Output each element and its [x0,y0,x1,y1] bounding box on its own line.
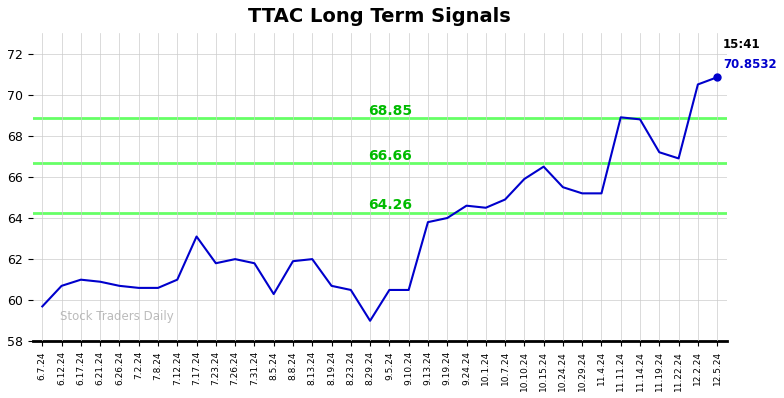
Text: 64.26: 64.26 [368,198,412,212]
Text: 68.85: 68.85 [368,103,412,118]
Text: 66.66: 66.66 [368,149,412,163]
Text: 15:41: 15:41 [723,39,760,51]
Text: Stock Traders Daily: Stock Traders Daily [60,310,174,323]
Title: TTAC Long Term Signals: TTAC Long Term Signals [249,7,511,26]
Text: 70.8532: 70.8532 [723,58,777,71]
